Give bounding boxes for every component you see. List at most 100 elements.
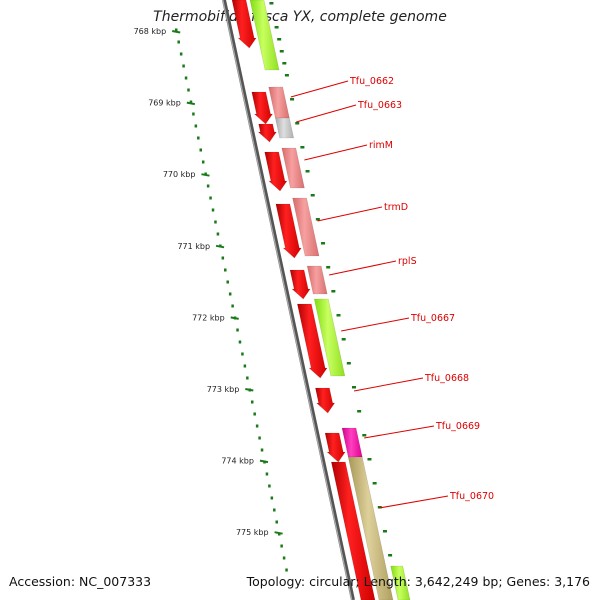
- scale-label: 771 kbp: [177, 242, 210, 251]
- gene-label: Tfu_0668: [424, 373, 469, 384]
- minor-tick: [224, 268, 227, 272]
- gene-leader-line: [341, 317, 410, 332]
- gene-label: Tfu_0663: [357, 100, 402, 111]
- gene-bar: [306, 265, 328, 295]
- cds-arrow: [257, 123, 277, 143]
- track-dash: [282, 62, 287, 65]
- cds-arrow: [231, 0, 257, 49]
- scale-label: 775 kbp: [236, 528, 269, 537]
- accession-text: Accession: NC_007333: [9, 574, 152, 589]
- track-dash: [326, 266, 331, 269]
- track-dash: [357, 410, 362, 413]
- gene-label: trmD: [384, 202, 408, 213]
- minor-tick: [280, 544, 283, 548]
- major-tick: [259, 459, 269, 464]
- minor-tick: [216, 232, 220, 236]
- topology-text: Topology: circular; Length: 3,642,249 bp…: [246, 574, 590, 589]
- track-dash: [284, 74, 289, 77]
- feature-tracks: [222, 0, 411, 600]
- minor-tick: [253, 412, 256, 416]
- minor-tick: [211, 208, 215, 212]
- major-tick: [172, 30, 181, 34]
- track-dash: [372, 482, 377, 485]
- gene-bar: [347, 456, 394, 600]
- gene-label: Tfu_0669: [435, 421, 480, 432]
- track-dash: [362, 434, 367, 437]
- cds-arrow: [330, 461, 376, 600]
- minor-tick: [265, 472, 269, 476]
- gene-label: rimM: [369, 140, 393, 151]
- track-dash: [321, 242, 326, 245]
- minor-tick: [226, 280, 229, 284]
- minor-tick: [197, 136, 200, 140]
- scale-label: 772 kbp: [192, 313, 225, 322]
- track-dash: [290, 98, 295, 101]
- track-dash: [310, 194, 315, 197]
- cds-arrow: [296, 303, 328, 379]
- minor-tick: [268, 484, 271, 488]
- gene-bar: [281, 147, 305, 189]
- track-dash: [341, 338, 346, 341]
- minor-tick: [194, 124, 198, 128]
- minor-tick: [250, 400, 254, 404]
- scale-label: 769 kbp: [148, 99, 181, 108]
- gene-bar: [313, 298, 346, 377]
- major-tick: [215, 244, 225, 249]
- cds-arrow: [251, 91, 274, 125]
- cds-arrow: [275, 203, 302, 259]
- minor-tick: [228, 292, 232, 296]
- gene-leader-line: [364, 425, 435, 439]
- minor-tick: [238, 340, 242, 344]
- track-dash: [279, 50, 284, 53]
- minor-tick: [206, 184, 210, 188]
- gene-leader-line: [353, 377, 424, 392]
- scale-ticks: 768 kbp 769 kbp 770 kbp 771 kbp 772 kbp 773 k…: [134, 27, 288, 572]
- minor-tick: [209, 196, 212, 200]
- gene-bar: [292, 197, 320, 257]
- minor-tick: [258, 436, 261, 440]
- minor-tick: [214, 220, 217, 224]
- minor-tick: [246, 376, 249, 380]
- track-dash: [351, 386, 356, 389]
- gene-bar: [390, 565, 411, 600]
- minor-tick: [231, 304, 234, 308]
- track-dash: [269, 2, 274, 5]
- cds-arrow: [264, 151, 288, 192]
- track-dash: [382, 530, 387, 533]
- minor-tick: [243, 364, 247, 368]
- gene-label: Tfu_0667: [410, 313, 455, 324]
- scale-label: 768 kbp: [134, 27, 167, 36]
- minor-tick: [275, 520, 278, 524]
- backbone-line: [222, 0, 355, 600]
- minor-tick: [184, 76, 188, 80]
- cds-arrow: [289, 269, 311, 300]
- gene-leader-line: [290, 80, 349, 98]
- minor-tick: [241, 352, 244, 356]
- gene-label: Tfu_0670: [449, 491, 494, 502]
- track-dash: [346, 362, 351, 365]
- track-dash: [274, 26, 279, 29]
- gene-bar: [268, 86, 290, 119]
- minor-tick: [270, 496, 274, 500]
- track-dash: [300, 146, 305, 149]
- cds-arrow: [324, 432, 346, 463]
- gene-leader-line: [296, 104, 357, 123]
- track-dash: [277, 38, 282, 41]
- cds-arrow: [315, 387, 336, 414]
- track-dash: [377, 506, 382, 509]
- major-tick: [186, 101, 196, 106]
- minor-tick: [273, 508, 276, 512]
- minor-tick: [285, 568, 288, 572]
- track-dash: [315, 218, 320, 221]
- scale-label: 774 kbp: [221, 457, 254, 466]
- minor-tick: [182, 64, 185, 68]
- gene-labels: Tfu_0662 Tfu_0663 rimM trmD rplS Tfu_0667 Tfu_…: [290, 76, 494, 509]
- minor-tick: [255, 424, 259, 428]
- major-tick: [274, 531, 283, 535]
- track-dash: [305, 170, 310, 173]
- major-tick: [201, 173, 210, 177]
- minor-tick: [236, 328, 239, 332]
- minor-tick: [177, 40, 180, 44]
- gene-label: rplS: [398, 256, 417, 267]
